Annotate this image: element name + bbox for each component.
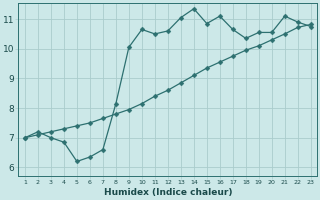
X-axis label: Humidex (Indice chaleur): Humidex (Indice chaleur) — [104, 188, 232, 197]
